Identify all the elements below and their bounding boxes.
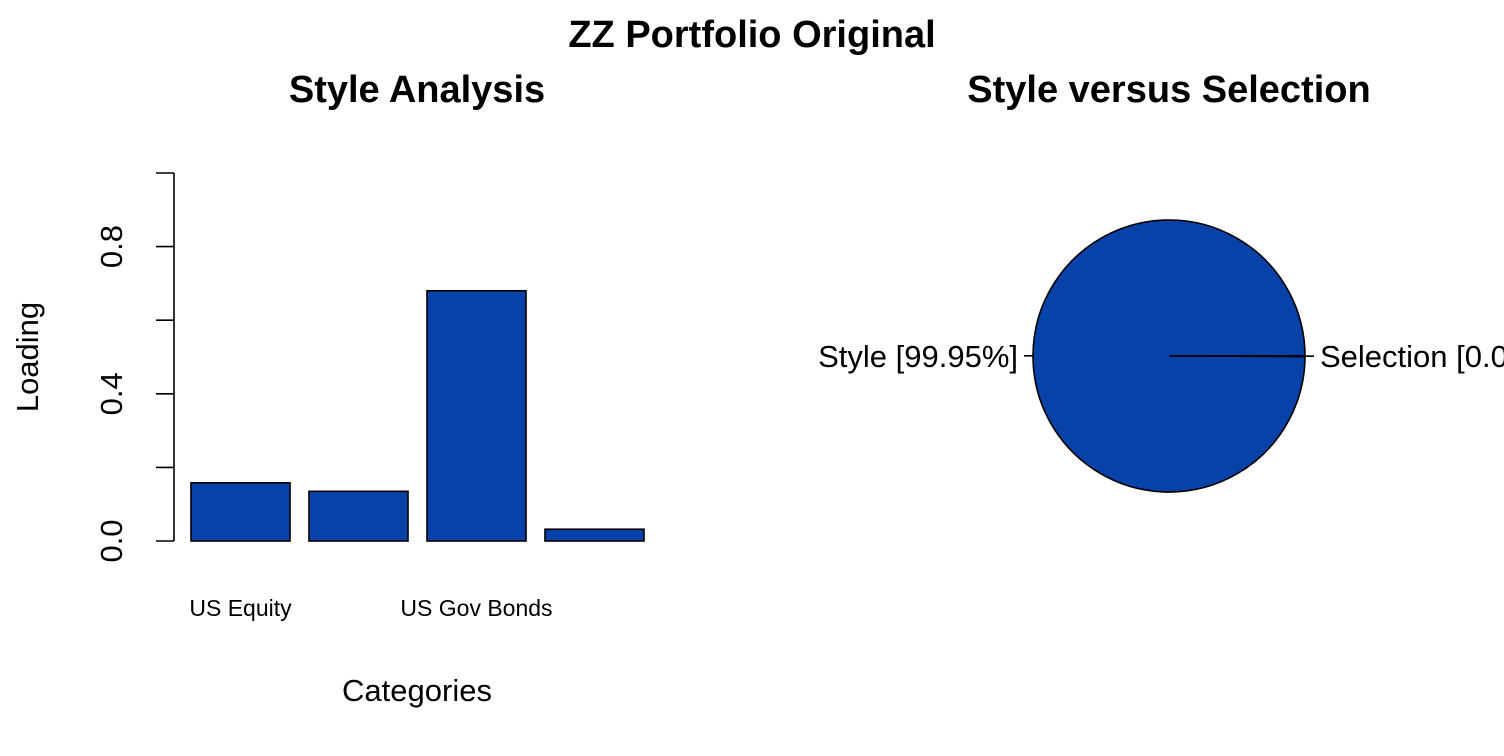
figure-title: ZZ Portfolio Original [568, 14, 935, 56]
y-tick-label: 0.0 [94, 519, 129, 562]
bar [545, 529, 644, 541]
pie-label: Style [99.95%] [818, 339, 1018, 374]
category-labels: US Equity US Gov Bonds [189, 595, 552, 621]
category-label: US Gov Bonds [400, 595, 552, 621]
pie-label: Selection [0.05%] [1320, 339, 1504, 374]
category-label: US Equity [189, 595, 292, 621]
x-axis-label: Categories [342, 673, 492, 708]
pie-chart-title: Style versus Selection [967, 69, 1370, 111]
y-tick-label: 0.4 [94, 372, 129, 415]
pie-slices [1033, 220, 1305, 492]
bar [427, 291, 526, 541]
y-tick-label: 0.8 [94, 225, 129, 268]
bar [309, 491, 408, 541]
bars [191, 291, 644, 541]
style-analysis-chart: Style Analysis 0.0 0.4 0.8 US Equity US Gov… [10, 69, 644, 708]
bar-chart-title: Style Analysis [289, 69, 545, 111]
bar [191, 483, 290, 541]
style-versus-selection-chart: Style versus Selection Style [99.95%] Sel… [818, 69, 1504, 492]
y-axis-label: Loading [10, 302, 45, 412]
y-axis: 0.0 0.4 0.8 [94, 173, 174, 563]
